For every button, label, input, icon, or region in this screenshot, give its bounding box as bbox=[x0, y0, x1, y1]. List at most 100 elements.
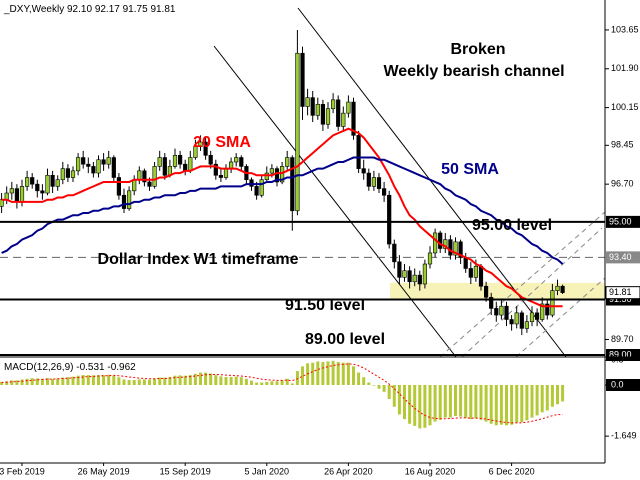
candle-body bbox=[116, 177, 121, 196]
candle-body bbox=[178, 155, 183, 165]
macd-bar bbox=[5, 381, 9, 386]
macd-bar bbox=[403, 385, 406, 420]
candle-body bbox=[468, 268, 473, 278]
candle-body bbox=[478, 265, 484, 287]
macd-bar bbox=[61, 377, 65, 386]
candle-body bbox=[560, 285, 565, 293]
candle-body bbox=[392, 243, 397, 263]
candle-body bbox=[254, 186, 259, 196]
candle-body bbox=[223, 168, 229, 178]
price-box bbox=[605, 286, 640, 300]
macd-bar bbox=[515, 385, 519, 423]
candle-body bbox=[346, 101, 351, 114]
candle-body bbox=[514, 312, 519, 325]
candle-body bbox=[473, 265, 479, 278]
candle-body bbox=[234, 157, 239, 163]
y-tick-label: -1.649 bbox=[611, 430, 637, 440]
macd-bar bbox=[97, 375, 100, 386]
macd-bar bbox=[35, 378, 39, 386]
macd-bar bbox=[260, 382, 264, 386]
macd-bar bbox=[479, 385, 483, 420]
candle-body bbox=[540, 303, 545, 320]
candle-body bbox=[127, 190, 132, 209]
macd-bar bbox=[377, 385, 381, 389]
macd-bar bbox=[428, 385, 432, 426]
macd-bar bbox=[137, 379, 141, 386]
macd-bar bbox=[362, 377, 366, 386]
candle-body bbox=[162, 157, 167, 176]
macd-bar bbox=[122, 379, 126, 386]
macd-bar bbox=[193, 373, 197, 386]
macd-bar bbox=[25, 378, 29, 386]
y-tick-label: 0.8 bbox=[611, 355, 624, 365]
macd-bar bbox=[142, 379, 146, 386]
sma-line bbox=[1, 156, 564, 265]
candle-body bbox=[50, 174, 55, 187]
candle-body bbox=[285, 157, 290, 167]
macd-bar bbox=[556, 385, 559, 405]
macd-bar bbox=[40, 378, 44, 386]
candle-body bbox=[86, 163, 91, 167]
macd-bar bbox=[382, 385, 386, 392]
candle-body bbox=[417, 274, 422, 285]
x-tick-label: 16 Aug 2020 bbox=[405, 466, 456, 476]
macd-bar bbox=[20, 379, 24, 386]
candle-body bbox=[147, 181, 152, 187]
dashed-channel-line bbox=[461, 227, 603, 358]
level-label: 89.00 bbox=[609, 349, 632, 359]
macd-header: MACD(12,26,9) -0.531 -0.962 bbox=[4, 362, 136, 373]
candle-body bbox=[259, 179, 264, 196]
macd-bar bbox=[188, 375, 192, 386]
candle-body bbox=[494, 308, 499, 316]
macd-bar bbox=[372, 385, 376, 386]
macd-bar bbox=[489, 385, 493, 424]
candle-body bbox=[106, 157, 111, 165]
candle-body bbox=[448, 239, 453, 256]
candle-body bbox=[356, 135, 361, 169]
candle-body bbox=[96, 159, 101, 174]
macd-bar bbox=[474, 385, 478, 419]
candle-body bbox=[142, 170, 147, 183]
macd-bar bbox=[86, 375, 90, 386]
macd-bar bbox=[459, 385, 463, 417]
level-box bbox=[606, 251, 640, 264]
candle-body bbox=[310, 97, 315, 116]
candle-body bbox=[407, 270, 412, 283]
level-box bbox=[606, 215, 640, 228]
macd-bar bbox=[107, 374, 111, 386]
macd-bar bbox=[158, 377, 162, 386]
header-close: 91.81 bbox=[150, 4, 175, 15]
candle-body bbox=[198, 141, 203, 147]
candle-body bbox=[453, 241, 458, 256]
macd-bar bbox=[290, 383, 294, 386]
macd-bar bbox=[132, 380, 136, 386]
macd-bar bbox=[229, 376, 233, 386]
candle-body bbox=[550, 290, 555, 316]
macd-bar bbox=[438, 385, 442, 420]
symbol: _DXY,Weekly bbox=[3, 4, 64, 15]
macd-bar bbox=[30, 378, 34, 386]
macd-bar bbox=[148, 379, 151, 386]
macd-bar bbox=[244, 378, 248, 386]
macd-bar bbox=[469, 385, 473, 420]
sma-line bbox=[1, 127, 563, 308]
candle-body bbox=[172, 155, 178, 167]
macd-bar bbox=[454, 385, 457, 417]
macd-bar bbox=[530, 385, 534, 418]
candle-body bbox=[60, 168, 65, 181]
candle-body bbox=[545, 303, 550, 316]
candle-body bbox=[371, 177, 377, 187]
macd-bar bbox=[112, 375, 116, 386]
macd-bar bbox=[510, 385, 514, 425]
level-box bbox=[606, 349, 640, 362]
macd-bar bbox=[51, 378, 55, 386]
candle-body bbox=[239, 157, 244, 167]
annotation: Dollar Index W1 timeframe bbox=[98, 251, 299, 268]
macd-bar bbox=[234, 376, 238, 386]
x-tick-label: 26 Apr 2020 bbox=[324, 466, 373, 476]
macd-bar bbox=[505, 385, 508, 426]
annotation: Broken bbox=[450, 41, 505, 58]
level-label: 93.40 bbox=[609, 252, 632, 262]
candle-body bbox=[432, 232, 438, 254]
candle-body bbox=[336, 99, 341, 127]
